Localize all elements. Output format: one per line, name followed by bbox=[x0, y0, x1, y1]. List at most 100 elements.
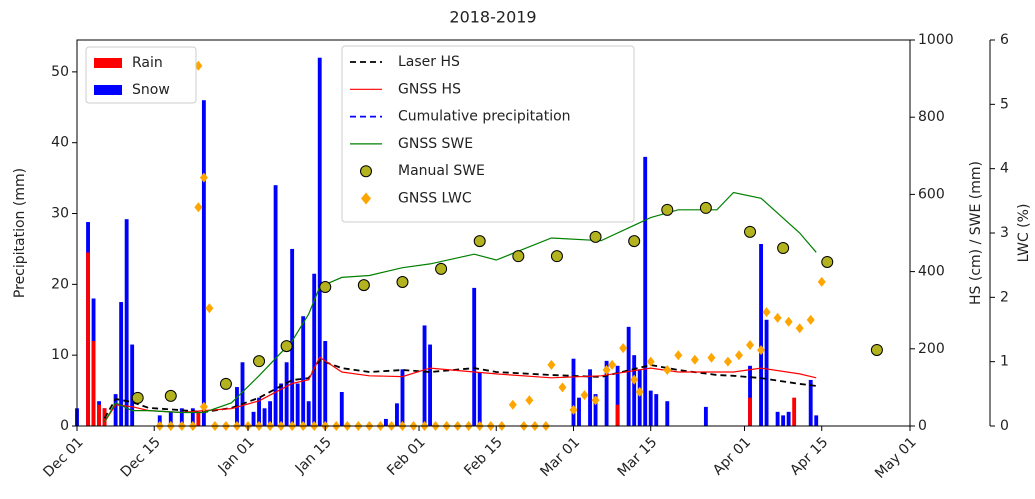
circle-marker bbox=[280, 340, 293, 353]
diamond-marker bbox=[194, 202, 203, 213]
circle-marker bbox=[357, 279, 370, 292]
diamond-marker bbox=[199, 401, 208, 412]
y2-tick-label: 1000 bbox=[918, 32, 954, 48]
x-tick-label: Mar 15 bbox=[615, 434, 661, 480]
bar bbox=[626, 326, 631, 426]
y2-tick-label: 400 bbox=[918, 264, 945, 280]
y-tick-label: 50 bbox=[51, 64, 69, 80]
bar bbox=[637, 369, 642, 426]
bar bbox=[312, 273, 317, 426]
diamond-marker bbox=[784, 316, 793, 327]
bar bbox=[472, 287, 477, 426]
bar bbox=[317, 57, 322, 426]
diamond-marker bbox=[795, 323, 804, 334]
diamond-marker bbox=[757, 345, 766, 356]
y3-tick-label: 5 bbox=[1000, 96, 1009, 112]
bar bbox=[604, 360, 609, 426]
x-tick-label: May 01 bbox=[872, 434, 920, 482]
circle-marker bbox=[219, 377, 232, 390]
bar bbox=[748, 365, 752, 426]
x-tick-label: Apr 15 bbox=[787, 434, 831, 478]
diamond-marker bbox=[646, 356, 655, 367]
bar bbox=[632, 355, 637, 426]
bar bbox=[323, 341, 328, 426]
y3-axis-label: LWC (%) bbox=[1016, 204, 1032, 263]
y3-tick-label: 2 bbox=[1000, 289, 1009, 305]
bar bbox=[290, 248, 295, 426]
diamond-marker bbox=[663, 365, 672, 376]
bar bbox=[395, 403, 399, 426]
diamond-marker bbox=[817, 276, 826, 287]
bar bbox=[268, 401, 273, 426]
y2-tick-label: 0 bbox=[918, 418, 927, 434]
bar bbox=[124, 219, 129, 426]
bar bbox=[196, 411, 201, 426]
bar bbox=[665, 401, 670, 426]
legend-box bbox=[341, 45, 635, 223]
bar bbox=[273, 185, 278, 426]
bar bbox=[190, 408, 195, 426]
diamond-marker bbox=[569, 404, 578, 415]
circle-marker bbox=[589, 230, 602, 243]
legend-marker bbox=[361, 192, 371, 205]
bar bbox=[257, 397, 261, 426]
bar bbox=[477, 372, 482, 426]
legend-swatch bbox=[94, 85, 122, 95]
bar bbox=[113, 394, 118, 426]
bar bbox=[648, 390, 653, 426]
bar bbox=[615, 365, 620, 426]
diamond-marker bbox=[707, 352, 716, 363]
diamond-marker bbox=[558, 382, 567, 393]
bar bbox=[240, 362, 245, 426]
y3-tick-label: 0 bbox=[1000, 418, 1009, 434]
legend-label: GNSS HS bbox=[398, 81, 461, 97]
legend-label: Laser HS bbox=[398, 54, 460, 70]
bar bbox=[577, 397, 581, 426]
y3-tick-label: 6 bbox=[1000, 32, 1009, 48]
bar bbox=[571, 358, 576, 426]
bar bbox=[428, 344, 432, 426]
x-tick-label: Apr 01 bbox=[710, 434, 754, 478]
diamond-marker bbox=[635, 386, 644, 397]
diamond-marker bbox=[591, 395, 600, 406]
diamond-marker bbox=[619, 343, 628, 354]
circle-marker bbox=[550, 250, 563, 263]
circle-marker bbox=[699, 201, 712, 214]
bar bbox=[301, 316, 306, 426]
y3-tick-label: 4 bbox=[1000, 161, 1009, 177]
y-tick-label: 10 bbox=[51, 347, 69, 363]
y-tick-label: 20 bbox=[51, 276, 69, 292]
legend-label: GNSS LWC bbox=[398, 191, 472, 207]
legend-swatch bbox=[94, 58, 122, 68]
circle-marker bbox=[319, 281, 332, 294]
legend-label: Rain bbox=[132, 55, 163, 71]
x-tick-label: Jan 01 bbox=[215, 434, 258, 477]
x-tick-label: Dec 15 bbox=[118, 434, 164, 480]
y2-tick-label: 200 bbox=[918, 341, 945, 357]
y2-axis-label: HS (cm) / SWE (mm) bbox=[968, 161, 984, 305]
y3-tick-label: 1 bbox=[1000, 354, 1009, 370]
diamond-marker bbox=[723, 356, 732, 367]
bar bbox=[759, 243, 763, 426]
y3-tick-label: 3 bbox=[1000, 225, 1009, 241]
diamond-marker bbox=[199, 172, 208, 183]
diamond-marker bbox=[806, 314, 815, 325]
x-tick-label: Feb 01 bbox=[384, 434, 429, 479]
bar bbox=[781, 415, 786, 426]
circle-marker bbox=[777, 242, 790, 255]
x-tick-label: Mar 01 bbox=[537, 434, 583, 480]
bar bbox=[383, 418, 388, 426]
chart-title: 2018-2019 bbox=[449, 8, 536, 27]
bar bbox=[748, 397, 752, 426]
y2-tick-label: 800 bbox=[918, 109, 945, 125]
bar bbox=[808, 379, 813, 426]
bar bbox=[593, 394, 598, 426]
circle-marker bbox=[870, 343, 883, 356]
legend-label: Manual SWE bbox=[398, 163, 485, 179]
circle-marker bbox=[744, 225, 757, 238]
bar bbox=[168, 411, 173, 426]
bar bbox=[295, 383, 300, 426]
bar bbox=[588, 369, 592, 426]
circle-marker bbox=[131, 391, 144, 404]
